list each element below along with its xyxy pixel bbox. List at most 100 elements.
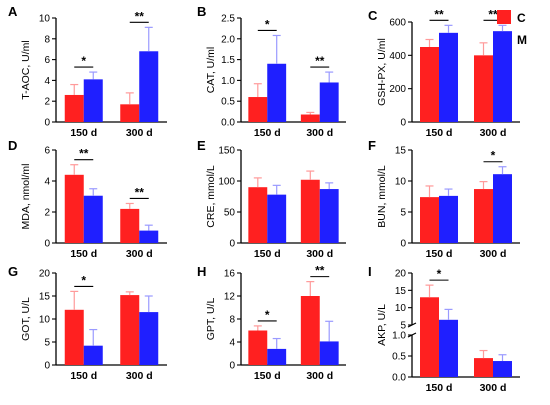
y-tick-label: 2 [44, 97, 50, 108]
y-tick-label: 10 [39, 315, 51, 326]
x-tick-label: 150 d [70, 248, 97, 260]
x-tick-label: 150 d [426, 127, 453, 139]
significance-mark: * [437, 267, 442, 281]
y-axis-label: CRE, mmol/L [205, 165, 217, 228]
x-tick-label: 300 d [306, 127, 333, 139]
y-tick-label: 4 [229, 338, 235, 349]
bar-m [439, 195, 458, 243]
x-tick-label: 300 d [480, 127, 507, 139]
bar-m [319, 82, 339, 122]
bar-c [248, 330, 268, 365]
y-axis-label: GSH-PX, U/ml [376, 38, 388, 106]
y-tick-label: 5 [44, 338, 50, 349]
x-tick-label: 150 d [70, 127, 97, 139]
bar-c [420, 297, 439, 377]
y-tick-label: 0 [229, 239, 235, 250]
panel-letter: C [368, 8, 378, 23]
y-tick-label: 2 [44, 208, 50, 219]
bar-c [64, 94, 84, 122]
significance-mark: ** [434, 7, 444, 21]
x-tick-label: 150 d [254, 370, 281, 382]
x-tick-label: 300 d [306, 370, 333, 382]
y-tick-label: 16 [224, 269, 236, 280]
bar-c [420, 197, 439, 243]
significance-mark: * [81, 273, 86, 287]
y-tick-label: 0 [44, 361, 50, 372]
panel-letter: F [368, 138, 376, 153]
significance-mark: * [81, 54, 86, 68]
x-tick-label: 300 d [126, 370, 153, 382]
significance-mark: * [265, 17, 270, 31]
bar-c [300, 114, 320, 122]
legend-swatch-c [497, 10, 511, 24]
y-axis-label: BUN, mmol/L [376, 165, 388, 228]
y-tick-label: 200 [389, 84, 406, 95]
y-tick-label: 0.0 [221, 118, 235, 129]
x-tick-label: 150 d [70, 370, 97, 382]
bar-c [248, 97, 268, 122]
bar-c [248, 187, 268, 243]
y-tick-label: 0.5 [392, 352, 406, 363]
significance-mark: ** [79, 147, 89, 161]
panel-letter: A [8, 4, 18, 19]
y-tick-label: 10 [39, 14, 51, 25]
bar-m [83, 79, 103, 122]
x-tick-label: 300 d [126, 127, 153, 139]
bar-m [267, 63, 287, 122]
bar-m [493, 361, 512, 377]
x-tick-label: 300 d [480, 248, 507, 260]
y-tick-label: 20 [395, 269, 407, 280]
bar-m [493, 31, 512, 123]
panel-letter: D [8, 138, 17, 153]
y-tick-label: 10 [395, 303, 407, 314]
bar-c [120, 208, 140, 243]
panel-letter: E [197, 138, 206, 153]
y-tick-label: 6 [44, 55, 50, 66]
y-tick-label: 0.0 [392, 373, 406, 384]
y-tick-label: 0 [44, 118, 50, 129]
y-tick-label: 1.0 [221, 76, 235, 87]
bar-m [83, 345, 103, 365]
bar-c [474, 55, 493, 123]
bar-m [139, 312, 159, 365]
significance-mark: ** [135, 9, 145, 23]
y-axis-label: GOT, U/L [20, 297, 32, 341]
y-tick-label: 100 [218, 177, 235, 188]
y-tick-label: 2.5 [221, 14, 235, 25]
y-tick-label: 15 [39, 292, 51, 303]
panel-f: F 0 5 10 15 BUN, mmol/L 150 d 300 d * [368, 138, 520, 260]
panel-i: I 5 10 15 20 0.0 0.5 1.0 AKP, U/L 150 d * 300 d [368, 264, 520, 394]
significance-mark: ** [315, 264, 325, 278]
legend: CM [497, 10, 527, 47]
y-tick-label: 50 [224, 208, 236, 219]
bar-m [139, 51, 159, 122]
y-tick-label: 0 [229, 361, 235, 372]
x-tick-label: 150 d [254, 127, 281, 139]
panel-g: G 0 5 10 15 20 GOT, U/L 150 d * 300 d [8, 264, 167, 382]
y-tick-label: 4 [44, 177, 50, 188]
x-tick-label: 300 d [480, 382, 507, 394]
y-tick-label: 12 [224, 292, 236, 303]
panel-d: D 0 2 4 6 MDA, nmol/ml 150 d ** 300 d ** [8, 138, 167, 260]
bar-c [120, 295, 140, 365]
bar-c [474, 358, 493, 377]
y-tick-label: 1.0 [392, 331, 406, 342]
legend-label-m: M [517, 33, 527, 47]
y-axis-label: T-AOC, U/ml [20, 40, 32, 100]
bar-m [139, 230, 159, 243]
bar-m [83, 195, 103, 243]
significance-mark: ** [488, 7, 498, 21]
y-tick-label: 20 [39, 269, 51, 280]
significance-mark: * [265, 308, 270, 322]
panel-letter: B [197, 4, 206, 19]
bar-m [267, 348, 287, 365]
y-tick-label: 0 [44, 239, 50, 250]
y-axis-label: AKP, U/L [376, 304, 388, 346]
panel-letter: H [197, 264, 206, 279]
bar-c [300, 296, 320, 365]
bar-m [319, 341, 339, 365]
y-tick-label: 600 [389, 18, 406, 29]
